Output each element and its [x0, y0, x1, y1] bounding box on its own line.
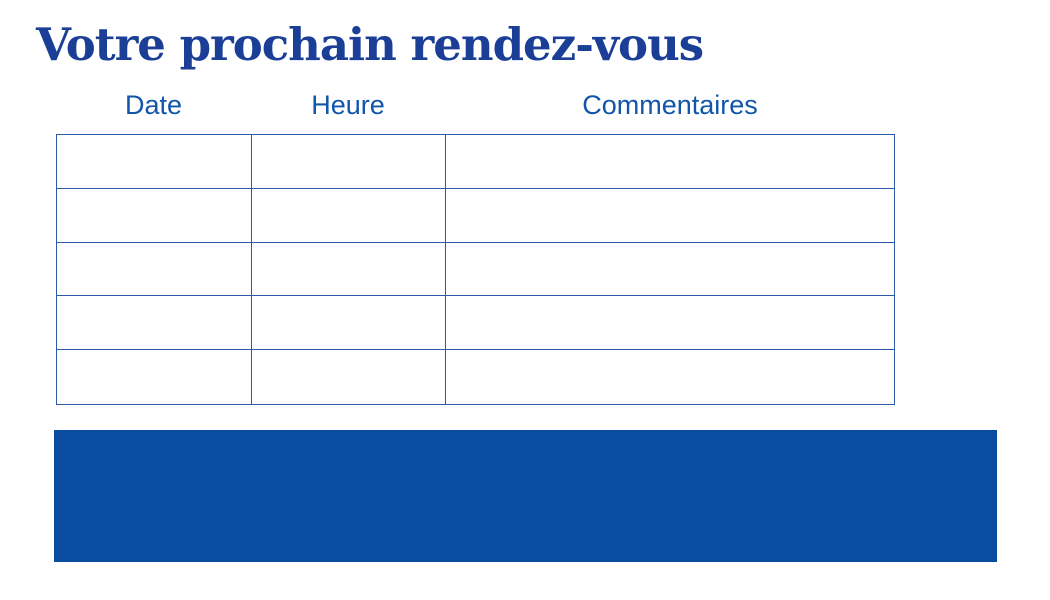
- appointments-table: [56, 134, 895, 405]
- table-cell-row3-col1[interactable]: [57, 242, 252, 297]
- table-column-headers: Date Heure Commentaires: [56, 88, 895, 122]
- table-cell-row5-col3[interactable]: [446, 350, 894, 404]
- table-cell-row5-col2[interactable]: [252, 350, 446, 404]
- table-cell-row2-col2[interactable]: [252, 188, 446, 243]
- table-cell-row5-col1[interactable]: [57, 350, 252, 404]
- table-cell-row2-col1[interactable]: [57, 188, 252, 243]
- table-cell-row1-col1[interactable]: [57, 135, 252, 189]
- column-header-date: Date: [124, 90, 183, 120]
- table-cell-row4-col1[interactable]: [57, 296, 252, 351]
- column-header-heure: Heure: [311, 90, 385, 120]
- table-cell-row1-col2[interactable]: [252, 135, 446, 189]
- table-cell-row4-col2[interactable]: [252, 296, 446, 351]
- table-cell-row2-col3[interactable]: [446, 189, 894, 243]
- table-cell-row1-col3[interactable]: [446, 135, 894, 189]
- table-cell-row3-col2[interactable]: [252, 242, 446, 297]
- column-header-commentaires: Commentaires: [582, 90, 758, 120]
- table-cell-row3-col3[interactable]: [446, 243, 894, 297]
- table-cell-row4-col3[interactable]: [446, 296, 894, 351]
- bottom-banner: [54, 430, 997, 562]
- page-title: Votre prochain rendez-vous: [36, 18, 704, 71]
